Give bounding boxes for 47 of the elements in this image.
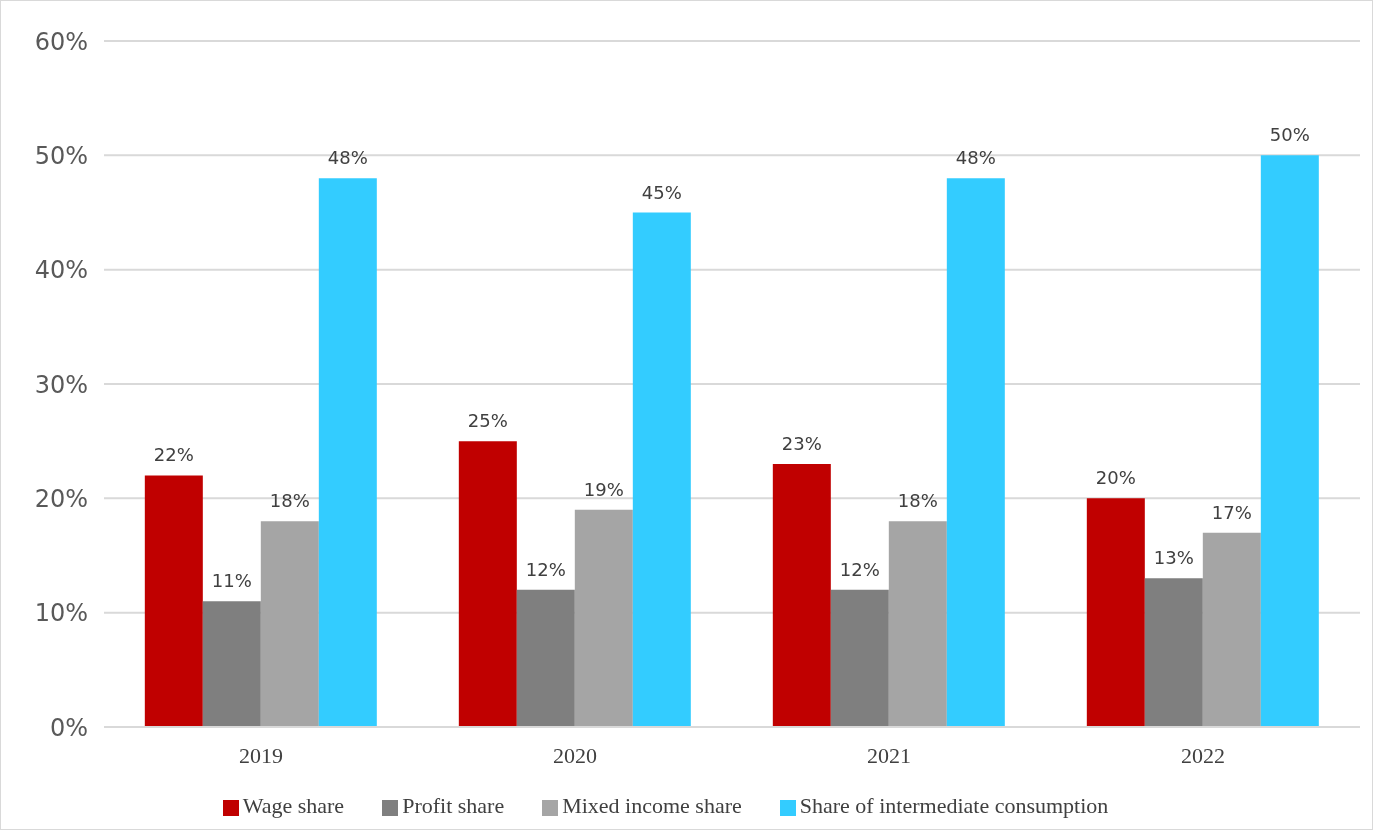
- x-tick-label: 2019: [239, 742, 283, 768]
- bar: [1144, 578, 1203, 727]
- x-tick-label: 2022: [1181, 742, 1225, 768]
- data-label: 11%: [211, 570, 252, 592]
- bar: [632, 212, 691, 727]
- y-tick-label: 0%: [49, 713, 88, 742]
- bar: [516, 589, 575, 727]
- x-tick-label: 2021: [867, 742, 911, 768]
- bar: [772, 464, 831, 727]
- bar: [202, 601, 261, 727]
- data-label: 22%: [153, 444, 194, 466]
- data-label: 18%: [269, 490, 310, 512]
- data-label: 23%: [781, 433, 822, 455]
- y-tick-label: 20%: [34, 484, 88, 513]
- data-label: 48%: [955, 147, 996, 169]
- data-label: 50%: [1269, 124, 1310, 146]
- bar: [574, 509, 633, 727]
- data-label: 25%: [467, 410, 508, 432]
- bar: [260, 521, 319, 727]
- data-label: 12%: [525, 558, 566, 580]
- bar: [888, 521, 947, 727]
- data-label: 48%: [327, 147, 368, 169]
- y-tick-label: 10%: [34, 599, 88, 628]
- y-tick-label: 50%: [34, 141, 88, 170]
- bar: [1260, 155, 1319, 727]
- data-label: 45%: [641, 181, 682, 203]
- legend-label: Mixed income share: [562, 793, 742, 818]
- y-tick-label: 60%: [34, 27, 88, 56]
- bar: [144, 475, 203, 727]
- data-label: 12%: [839, 558, 880, 580]
- data-label: 18%: [897, 490, 938, 512]
- bar: [830, 589, 889, 727]
- bar: [318, 178, 377, 727]
- bar: [1086, 498, 1145, 727]
- bar: [946, 178, 1005, 727]
- y-tick-label: 40%: [34, 256, 88, 285]
- bar: [458, 441, 517, 727]
- bar: [1202, 532, 1261, 727]
- legend-label: Share of intermediate consumption: [799, 793, 1109, 818]
- legend-label: Wage share: [242, 793, 345, 818]
- y-tick-label: 30%: [34, 370, 88, 399]
- data-label: 19%: [583, 478, 624, 500]
- data-label: 17%: [1211, 501, 1252, 523]
- x-tick-label: 2020: [553, 742, 597, 768]
- data-label: 20%: [1095, 467, 1136, 489]
- legend-label: Profit share: [402, 793, 505, 818]
- data-label: 13%: [1153, 547, 1194, 569]
